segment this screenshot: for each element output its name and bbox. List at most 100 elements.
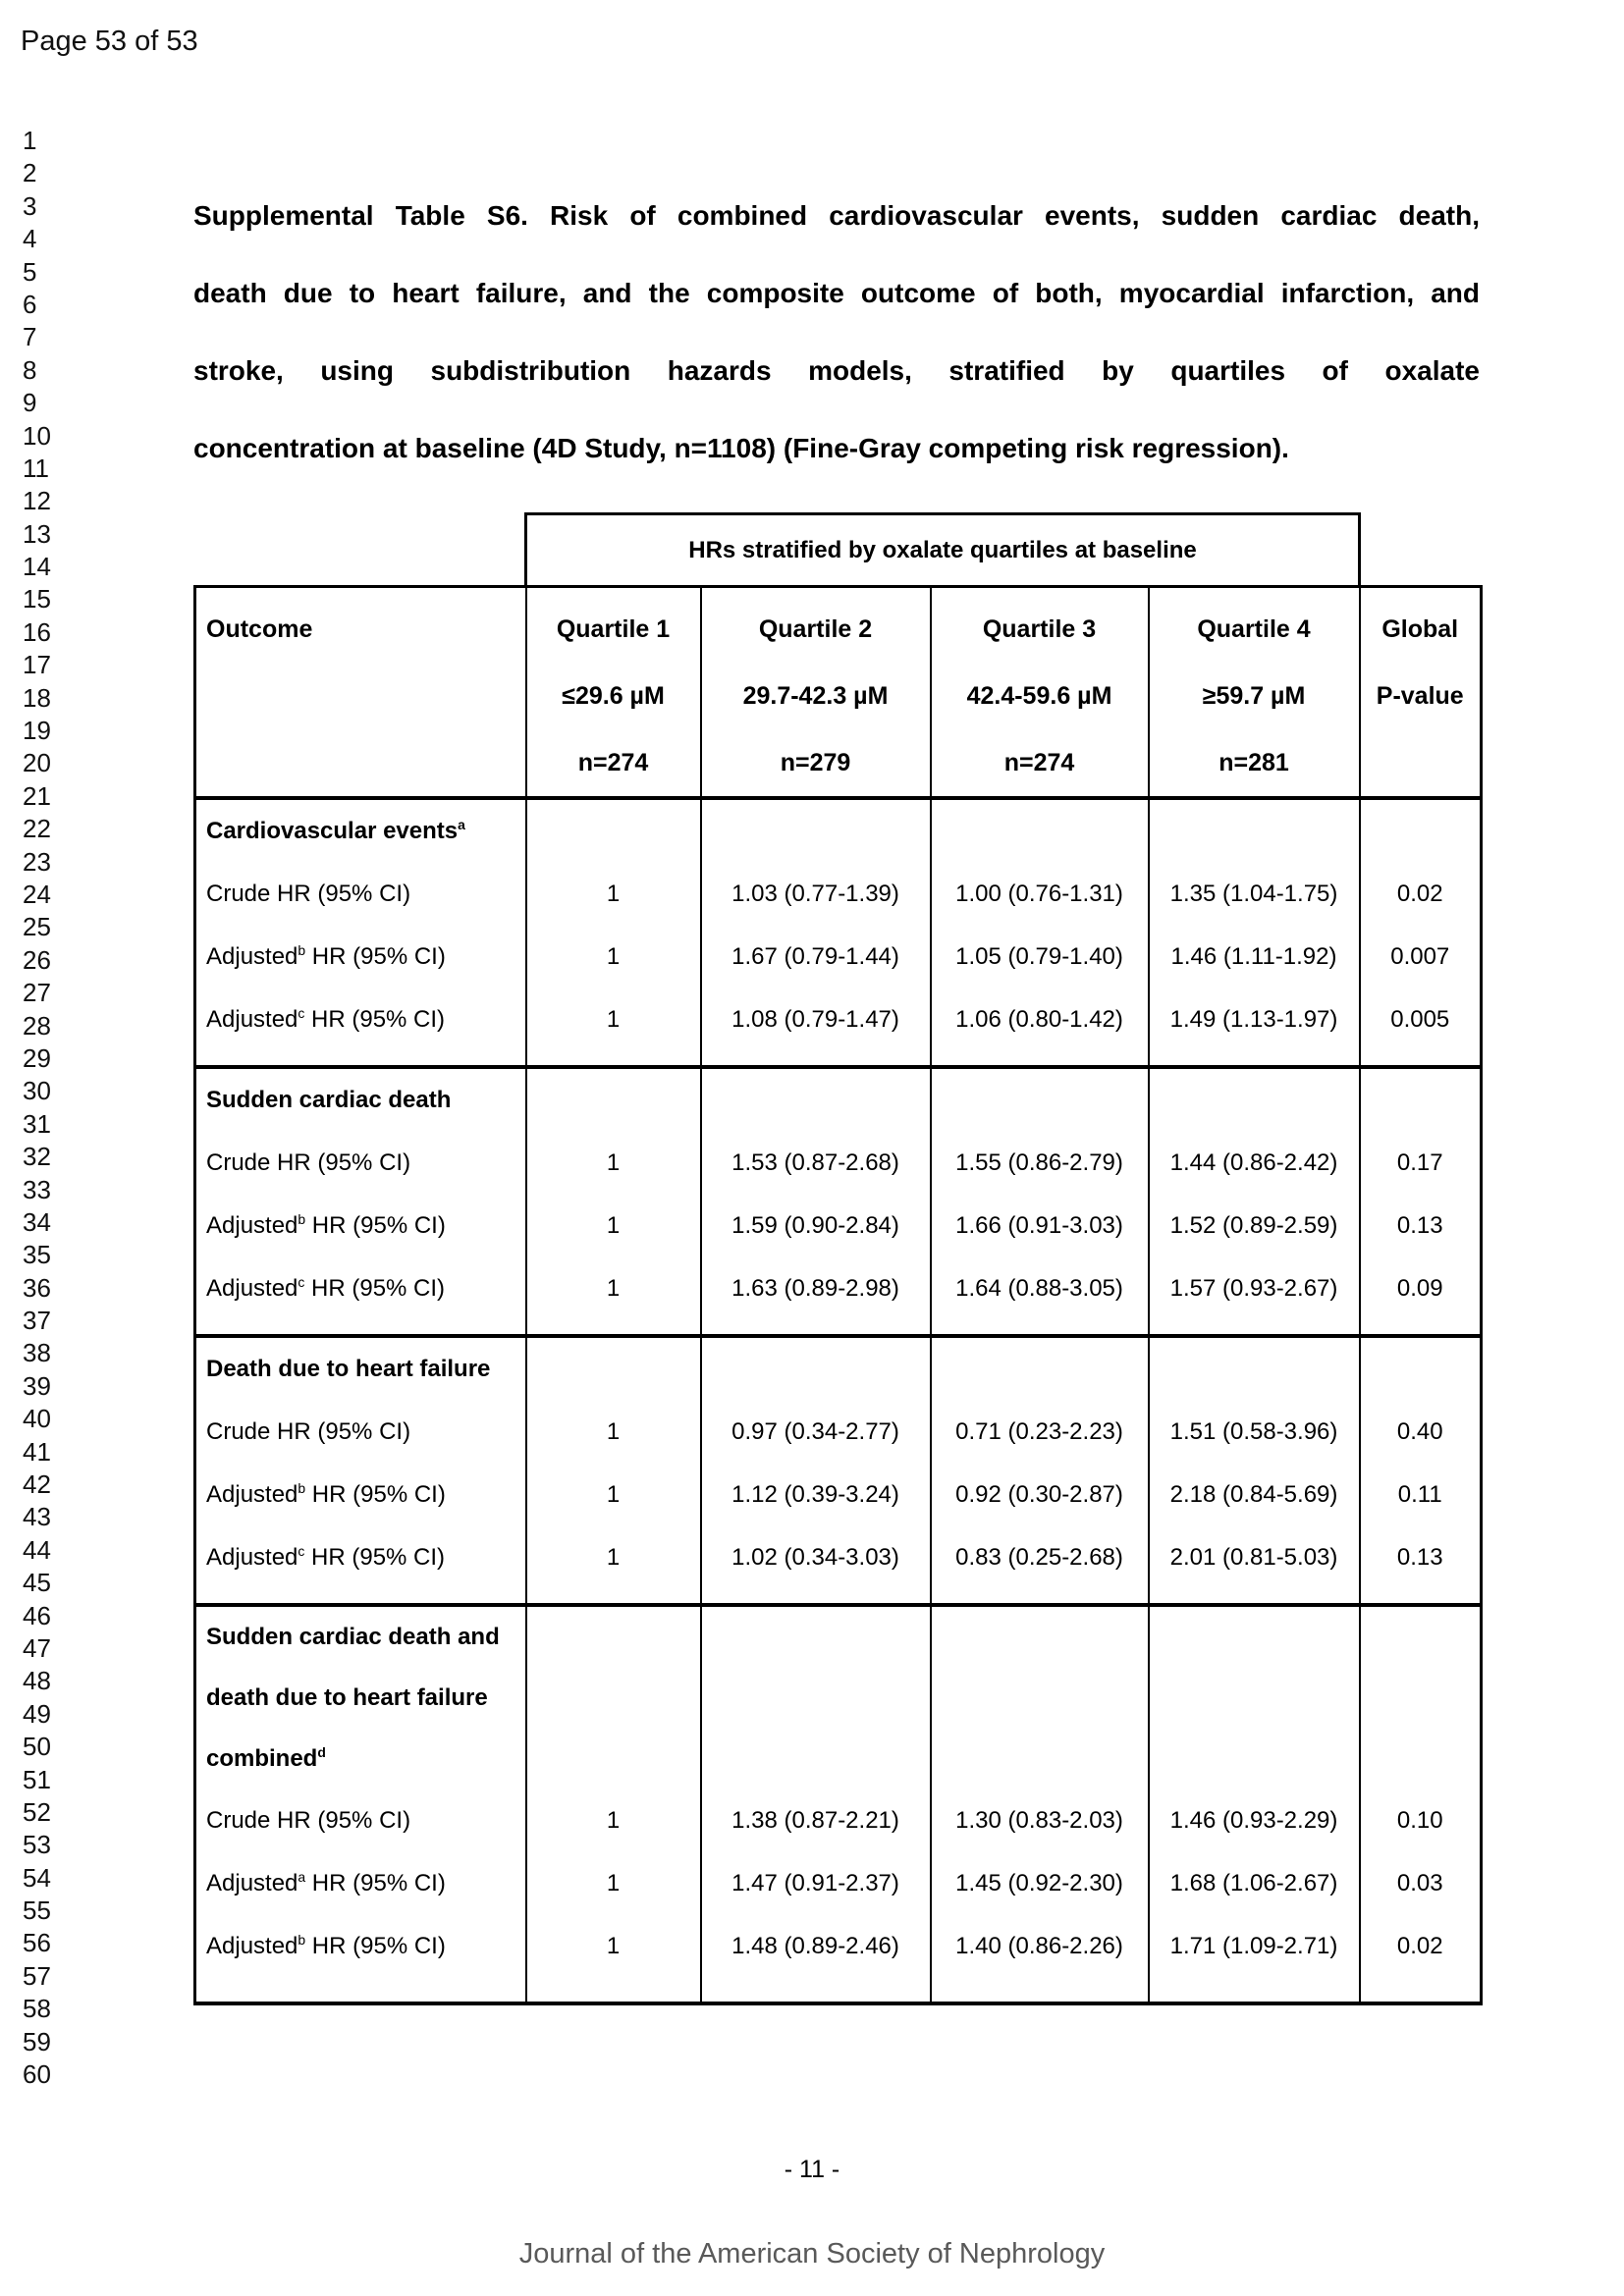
line-number: 38 [23, 1338, 51, 1368]
hr-value: 1.03 (0.77-1.39) [699, 863, 932, 926]
row-label: Crude HR (95% CI) [193, 1132, 527, 1195]
quartile-range: 42.4-59.6 µM [966, 682, 1112, 710]
empty-cell [1358, 1065, 1483, 1132]
section-title-row: Sudden cardiac death and death due to hea… [193, 1603, 1483, 1789]
p-value: 0.005 [1358, 988, 1483, 1051]
hr-value: 1.48 (0.89-2.46) [699, 1915, 932, 1978]
empty-cell [524, 1320, 702, 1336]
quartile-label: Quartile 3 [982, 615, 1097, 643]
line-number: 40 [23, 1404, 51, 1434]
empty-cell [1358, 1334, 1483, 1401]
hr-value: 1.68 (1.06-2.67) [1147, 1852, 1361, 1915]
quartile-range: 29.7-42.3 µM [742, 682, 889, 710]
section-spacer-row [193, 1320, 1483, 1336]
line-number: 2 [23, 158, 37, 188]
quartile-n: n=274 [1003, 749, 1075, 776]
line-number: 28 [23, 1010, 51, 1041]
quartile-label: Quartile 4 [1197, 615, 1311, 643]
span-header-row: HRs stratified by oxalate quartiles at b… [195, 512, 1482, 588]
line-number: 43 [23, 1502, 51, 1532]
empty-cell [699, 1334, 932, 1401]
line-number: 27 [23, 978, 51, 1008]
row-label: Adjustedc HR (95% CI) [193, 988, 527, 1051]
empty-cell [1147, 1978, 1361, 2005]
p-value: 0.03 [1358, 1852, 1483, 1915]
empty-cell [193, 1589, 527, 1605]
section-title: Sudden cardiac death and death due to hea… [193, 1603, 527, 1789]
hr-value: 1.05 (0.79-1.40) [929, 926, 1150, 988]
line-number: 14 [23, 552, 51, 582]
hr-value: 1.59 (0.90-2.84) [699, 1195, 932, 1257]
line-number: 45 [23, 1568, 51, 1598]
table-row: Adjusteda HR (95% CI) 1 1.47 (0.91-2.37) 1.… [193, 1852, 1483, 1915]
hr-value: 1.49 (1.13-1.97) [1147, 988, 1361, 1051]
section-spacer-row [193, 1978, 1483, 2005]
line-number: 3 [23, 190, 37, 221]
hr-value: 1.30 (0.83-2.03) [929, 1789, 1150, 1852]
hr-value: 1.40 (0.86-2.26) [929, 1915, 1150, 1978]
line-number: 1 [23, 126, 37, 155]
hr-value: 2.18 (0.84-5.69) [1147, 1464, 1361, 1526]
line-number: 54 [23, 1862, 51, 1893]
line-number: 48 [23, 1666, 51, 1696]
line-number: 35 [23, 1240, 51, 1270]
table-row: Adjustedb HR (95% CI) 1 1.67 (0.79-1.44) 1.… [193, 926, 1483, 988]
line-number: 52 [23, 1796, 51, 1827]
hr-value: 1.02 (0.34-3.03) [699, 1526, 932, 1589]
line-number: 13 [23, 518, 51, 549]
table-row: Adjustedb HR (95% CI) 1 1.59 (0.90-2.84) 1.… [193, 1195, 1483, 1257]
empty-cell [1358, 1978, 1483, 2005]
hr-value: 1 [524, 926, 702, 988]
line-number: 21 [23, 780, 51, 811]
line-number: 6 [23, 289, 37, 319]
empty-cell [699, 796, 932, 863]
hr-value: 1.45 (0.92-2.30) [929, 1852, 1150, 1915]
hr-value: 1.63 (0.89-2.98) [699, 1257, 932, 1320]
hr-value: 1 [524, 1257, 702, 1320]
line-number: 11 [23, 453, 49, 483]
table-row: Crude HR (95% CI) 1 1.53 (0.87-2.68) 1.55 (… [193, 1132, 1483, 1195]
p-value: 0.007 [1358, 926, 1483, 988]
empty-cell [524, 1978, 702, 2005]
empty-cell [1147, 1065, 1361, 1132]
results-table: HRs stratified by oxalate quartiles at b… [193, 512, 1483, 2005]
line-number: 59 [23, 2026, 51, 2056]
empty-cell [193, 1320, 527, 1336]
quartile-label: Quartile 1 [556, 615, 671, 643]
row-label: Crude HR (95% CI) [193, 1401, 527, 1464]
hr-value: 1 [524, 1526, 702, 1589]
p-value: 0.40 [1358, 1401, 1483, 1464]
p-value: 0.13 [1358, 1526, 1483, 1589]
empty-cell [193, 1051, 527, 1067]
caption-line: concentration at baseline (4D Study, n=1… [193, 433, 1289, 463]
line-number: 36 [23, 1272, 51, 1303]
quartile-label: Quartile 2 [758, 615, 873, 643]
line-number: 50 [23, 1732, 51, 1762]
empty-cell [193, 1978, 527, 2005]
span-header-cell: HRs stratified by oxalate quartiles at b… [524, 512, 1361, 588]
p-value: 0.17 [1358, 1132, 1483, 1195]
column-header-label: Outcome [206, 615, 313, 643]
hr-value: 1 [524, 988, 702, 1051]
hr-value: 1.12 (0.39-3.24) [699, 1464, 932, 1526]
empty-cell [524, 796, 702, 863]
hr-value: 0.83 (0.25-2.68) [929, 1526, 1150, 1589]
hr-value: 1 [524, 1195, 702, 1257]
p-value: 0.09 [1358, 1257, 1483, 1320]
hr-value: 1.38 (0.87-2.21) [699, 1789, 932, 1852]
hr-value: 1.06 (0.80-1.42) [929, 988, 1150, 1051]
hr-value: 0.71 (0.23-2.23) [929, 1401, 1150, 1464]
empty-cell [524, 1065, 702, 1132]
row-label: Adjustedc HR (95% CI) [193, 1257, 527, 1320]
hr-value: 1 [524, 1401, 702, 1464]
hr-value: 1 [524, 1852, 702, 1915]
hr-value: 1.00 (0.76-1.31) [929, 863, 1150, 926]
hr-value: 0.92 (0.30-2.87) [929, 1464, 1150, 1526]
line-number: 42 [23, 1469, 51, 1500]
line-number: 33 [23, 1174, 51, 1204]
hr-value: 1.08 (0.79-1.47) [699, 988, 932, 1051]
caption-line: stroke, using subdistribution hazards mo… [193, 355, 1480, 386]
line-number: 22 [23, 814, 51, 844]
quartile-n: n=281 [1218, 749, 1289, 776]
empty-cell [1147, 1603, 1361, 1789]
